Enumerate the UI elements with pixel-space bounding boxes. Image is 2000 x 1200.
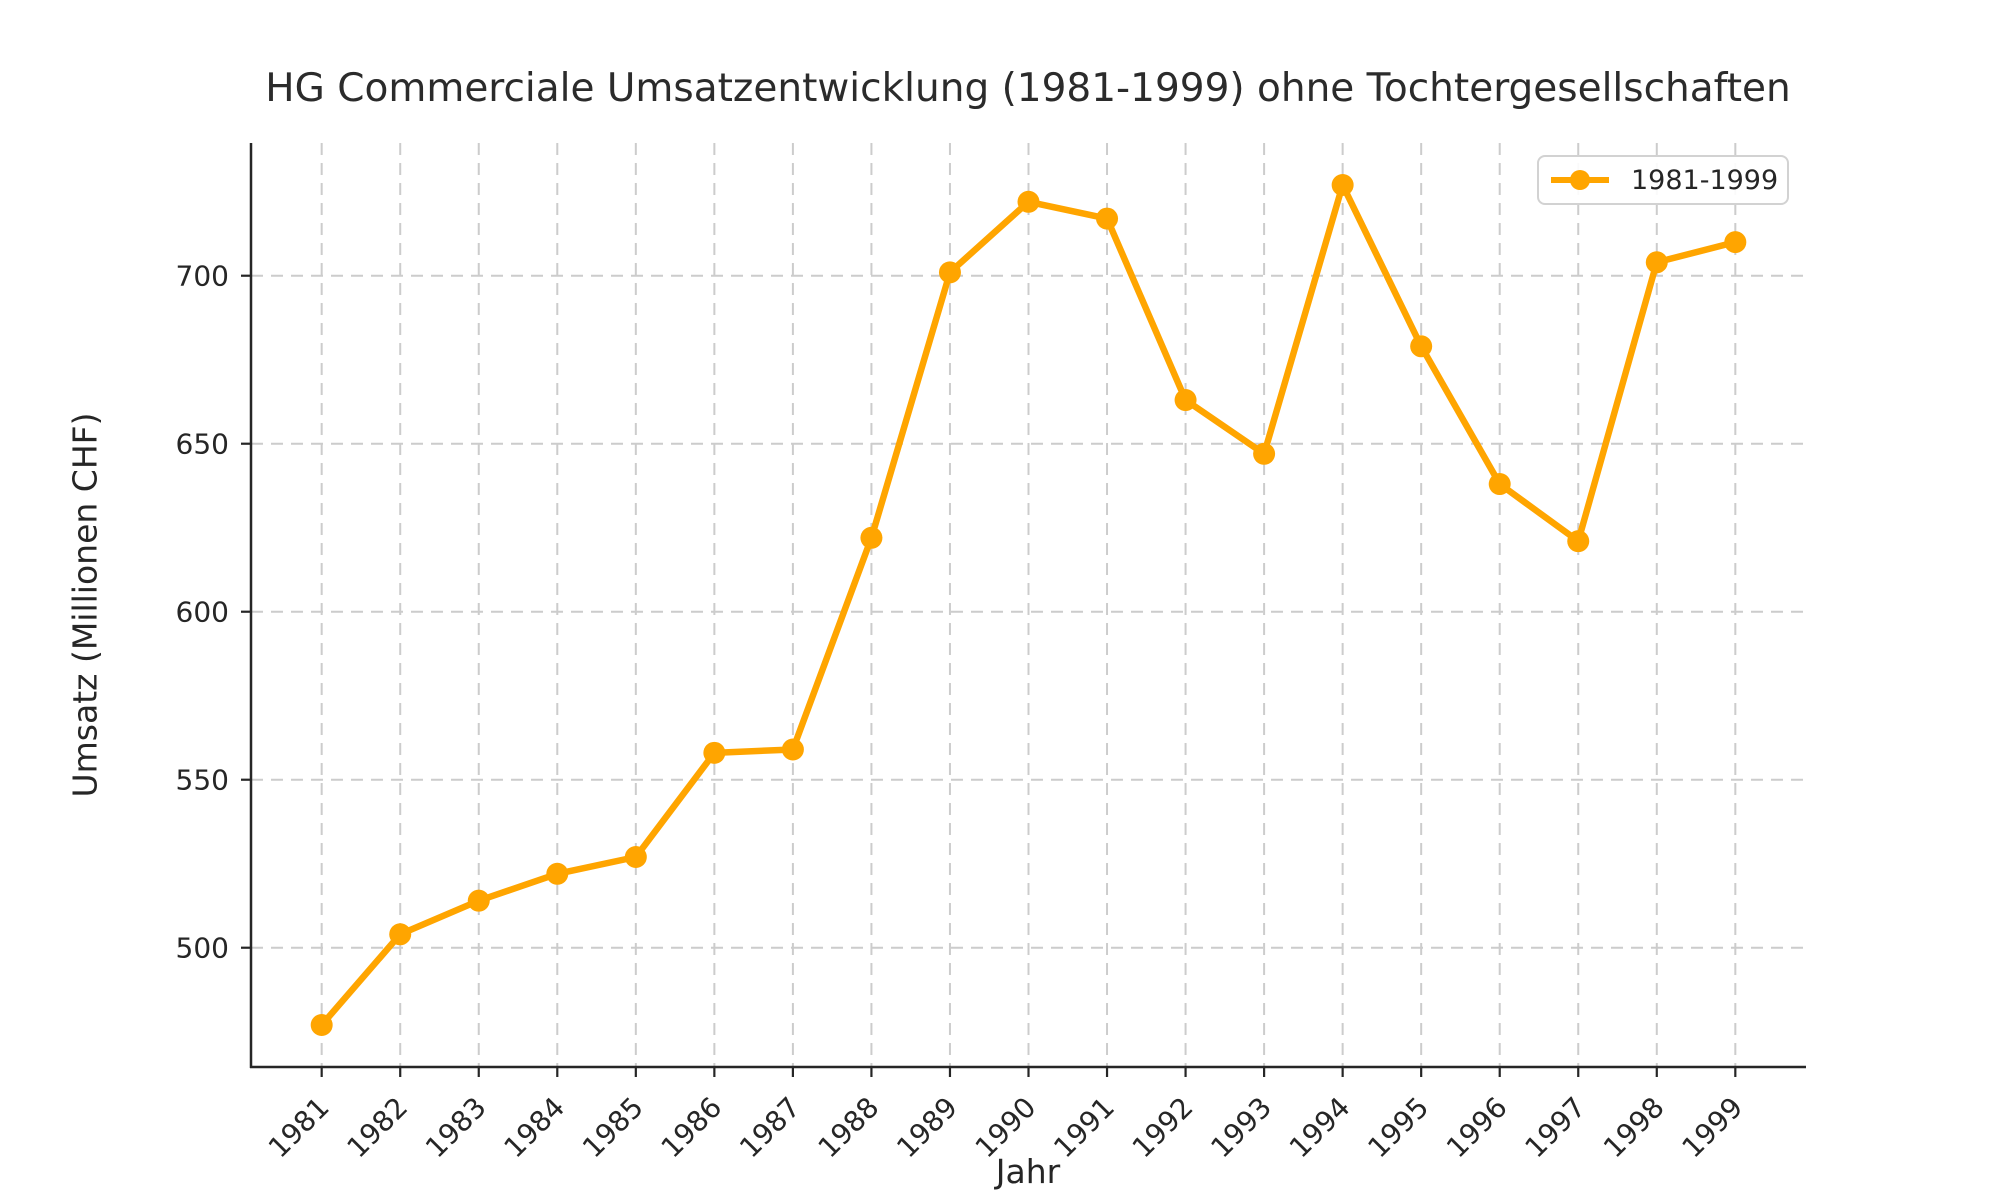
y-tick-label: 550 [176, 764, 229, 797]
x-tick-label: 1992 [1126, 1091, 1200, 1165]
y-tick-label: 600 [176, 596, 229, 629]
data-point-1995 [1410, 335, 1433, 358]
x-tick-label: 1999 [1676, 1091, 1750, 1165]
data-point-1989 [938, 261, 961, 284]
data-point-1984 [546, 862, 569, 885]
legend-line-icon [1551, 170, 1609, 190]
x-tick-label: 1996 [1440, 1091, 1514, 1165]
x-tick-label: 1998 [1597, 1091, 1671, 1165]
chart-title: HG Commerciale Umsatzentwicklung (1981-1… [265, 66, 1791, 111]
data-point-1988 [860, 526, 883, 549]
x-tick-label: 1993 [1204, 1091, 1278, 1165]
data-point-1996 [1488, 473, 1511, 496]
data-point-1992 [1174, 389, 1197, 412]
legend-label: 1981-1999 [1631, 164, 1779, 196]
x-tick-label: 1988 [812, 1091, 886, 1165]
x-tick-label: 1997 [1518, 1091, 1592, 1165]
y-tick-label: 700 [176, 260, 229, 293]
legend: 1981-1999 [1537, 155, 1789, 205]
y-tick-label: 500 [176, 932, 229, 965]
x-tick-label: 1981 [262, 1091, 336, 1165]
data-point-1997 [1567, 530, 1590, 553]
data-point-1998 [1645, 251, 1668, 274]
data-point-1991 [1096, 207, 1119, 230]
data-point-1982 [389, 923, 412, 946]
x-tick-label: 1994 [1283, 1091, 1357, 1165]
x-tick-label: 1989 [890, 1091, 964, 1165]
data-point-1985 [624, 846, 647, 868]
data-point-1986 [703, 741, 726, 764]
x-tick-label: 1987 [733, 1091, 807, 1165]
x-axis-label: Jahr [995, 1152, 1061, 1191]
x-tick-label: 1985 [576, 1091, 650, 1165]
data-point-1987 [781, 738, 804, 761]
x-tick-label: 1991 [1047, 1091, 1121, 1165]
data-point-1981 [310, 1014, 333, 1036]
data-point-1993 [1253, 442, 1276, 465]
x-tick-label: 1986 [655, 1091, 729, 1165]
data-point-1983 [467, 889, 490, 912]
y-tick-label: 650 [176, 428, 229, 461]
x-tick-label: 1982 [340, 1091, 414, 1165]
x-tick-label: 1983 [419, 1091, 493, 1165]
data-point-1990 [1017, 190, 1040, 213]
x-tick-label: 1984 [498, 1091, 572, 1165]
x-tick-label: 1995 [1361, 1091, 1435, 1165]
data-point-1999 [1724, 231, 1747, 254]
x-tick-label: 1990 [969, 1091, 1043, 1165]
data-point-1994 [1331, 174, 1354, 196]
